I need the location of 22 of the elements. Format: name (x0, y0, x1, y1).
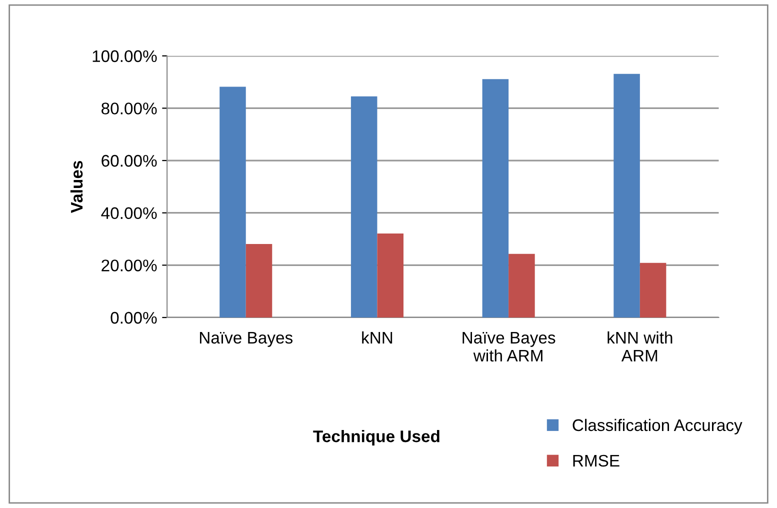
y-tick-label: 0.00% (110, 312, 157, 324)
bar (640, 262, 666, 318)
bar (246, 244, 272, 318)
bar (614, 74, 640, 318)
legend-label: RMSE (573, 454, 620, 467)
x-tick-label: kNN (362, 331, 392, 344)
x-tick-label: Naïve Bayes (200, 332, 293, 347)
bar (508, 254, 535, 318)
bar (482, 79, 509, 318)
legend-label: Classification Accuracy (572, 418, 742, 434)
y-tick-label: 40.00% (101, 207, 157, 220)
y-tick-label: 60.00% (102, 154, 157, 167)
bar (377, 234, 404, 318)
y-tick-label: 100.00% (92, 50, 157, 62)
y-axis-title: Values (70, 160, 83, 213)
x-tick-label: kNN with ARM (608, 331, 672, 362)
y-tick-label: 80.00% (102, 102, 157, 114)
y-tick-label: 20.00% (102, 260, 157, 272)
bar (220, 86, 246, 318)
x-tick-label: Naïve Bayes with ARM (462, 332, 556, 362)
bar (350, 96, 378, 318)
x-axis-title: Technique Used (313, 430, 440, 446)
